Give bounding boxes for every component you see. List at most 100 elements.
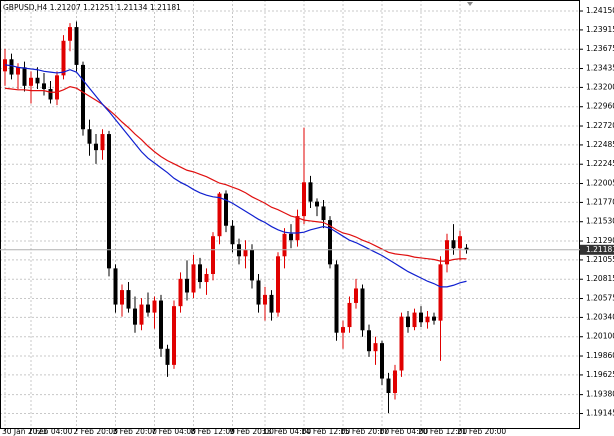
- candle-body: [107, 134, 111, 269]
- x-tick-label: 20 Feb 12:00: [418, 427, 467, 436]
- y-tick-label: 1.19625: [586, 370, 614, 379]
- candle-body: [354, 288, 358, 303]
- chart-header: GBPUSD,H4 1.21207 1.21251 1.21134 1.2118…: [3, 3, 181, 12]
- y-tick-label: 1.21055: [586, 255, 614, 264]
- candle-body: [230, 225, 235, 245]
- y-tick-label: 1.23675: [586, 44, 614, 53]
- candle-body: [321, 206, 326, 221]
- y-tick-label: 1.20100: [586, 332, 614, 341]
- open-price: 1.21207: [50, 3, 81, 12]
- x-tick-label: 17 Feb 04:00: [379, 427, 428, 436]
- candle-body: [113, 268, 118, 305]
- candle-body: [22, 67, 27, 86]
- y-tick-label: 1.21290: [586, 236, 614, 245]
- moving-average: [4, 85, 467, 262]
- candle-body: [315, 201, 319, 207]
- x-tick-label: 8 Feb 12:00: [191, 427, 236, 436]
- candle-body: [458, 236, 462, 249]
- candle-body: [367, 330, 371, 352]
- candle-body: [412, 312, 417, 328]
- candle-body: [68, 27, 72, 41]
- candle-body: [191, 264, 196, 293]
- y-tick-label: 1.21530: [586, 217, 614, 226]
- x-tick-label: 15 Feb 20:00: [340, 427, 389, 436]
- candle-body: [295, 216, 300, 241]
- price-box: [580, 244, 614, 255]
- y-tick-label: 1.20815: [586, 274, 614, 283]
- candle-body: [386, 378, 391, 394]
- y-tick-label: 1.19380: [586, 390, 614, 399]
- candle-body: [217, 193, 222, 237]
- candle-body: [302, 182, 306, 217]
- candle-body: [256, 280, 261, 305]
- y-tick-label: 1.19145: [586, 409, 614, 418]
- y-tick-label: 1.22245: [586, 159, 614, 168]
- candle-body: [347, 302, 352, 328]
- candle-body: [406, 316, 410, 328]
- y-tick-label: 1.20575: [586, 294, 614, 303]
- candle-body: [373, 343, 378, 352]
- candle-body: [269, 294, 274, 313]
- candle-body: [126, 290, 131, 309]
- x-tick-label: 13 Feb 04:00: [262, 427, 311, 436]
- candle-body: [204, 273, 209, 283]
- x-tick-label: 1 Feb 04:00: [28, 427, 73, 436]
- candle-body: [211, 236, 215, 274]
- candle-body: [139, 304, 144, 325]
- close-price: 1.21181: [150, 3, 181, 12]
- candle-body: [224, 193, 228, 226]
- candle-body: [152, 300, 157, 313]
- candle-body: [120, 290, 124, 305]
- candle-body: [328, 220, 332, 265]
- candle-body: [425, 316, 430, 323]
- candle-body: [172, 306, 176, 365]
- candle-body: [16, 67, 20, 75]
- candle-body: [276, 256, 280, 313]
- moving-average: [4, 64, 467, 288]
- candle-body: [159, 300, 163, 349]
- candle-body: [87, 129, 92, 144]
- x-tick-label: 9 Feb 20:00: [230, 427, 275, 436]
- candle-body: [380, 343, 384, 379]
- current-price: 1.21181: [586, 245, 614, 254]
- candle-body: [451, 240, 456, 249]
- candle-body: [282, 233, 287, 257]
- x-tick-label: 30 Jan 2023: [2, 427, 47, 436]
- y-tick-label: 1.19860: [586, 351, 614, 360]
- candle-body: [94, 143, 98, 151]
- candle-body: [432, 316, 436, 321]
- candle-body: [178, 278, 183, 307]
- candle-body: [243, 249, 248, 257]
- low-price: 1.21134: [117, 3, 148, 12]
- candle-body: [334, 264, 339, 333]
- x-tick-label: 21 Feb 20:00: [457, 427, 506, 436]
- candle-body: [399, 316, 404, 371]
- candle-body: [48, 89, 53, 100]
- candle-body: [29, 77, 33, 86]
- candle-body: [198, 264, 202, 283]
- candle-body: [146, 304, 150, 313]
- y-tick-label: 1.23915: [586, 25, 614, 34]
- menu-arrow[interactable]: [467, 2, 473, 6]
- candle-body: [308, 182, 313, 202]
- candle-body: [61, 40, 66, 76]
- candle-body: [445, 240, 449, 265]
- candle-body: [9, 59, 14, 75]
- x-tick-label: 7 Feb 04:00: [152, 427, 197, 436]
- y-tick-label: 1.23435: [586, 64, 614, 73]
- candle-body: [393, 370, 397, 394]
- candle-body: [35, 77, 40, 84]
- candle-body: [438, 264, 443, 321]
- x-tick-label: 2 Feb 20:00: [74, 427, 119, 436]
- y-tick-label: 1.22960: [586, 102, 614, 111]
- plot-frame: [0, 0, 580, 429]
- candle-body: [263, 294, 267, 305]
- candle-body: [289, 233, 293, 241]
- candle-body: [42, 83, 46, 90]
- y-tick-label: 1.22720: [586, 121, 614, 130]
- y-tick-label: 1.22005: [586, 179, 614, 188]
- high-price: 1.21251: [83, 3, 114, 12]
- x-tick-label: 3 Feb 20:00: [113, 427, 158, 436]
